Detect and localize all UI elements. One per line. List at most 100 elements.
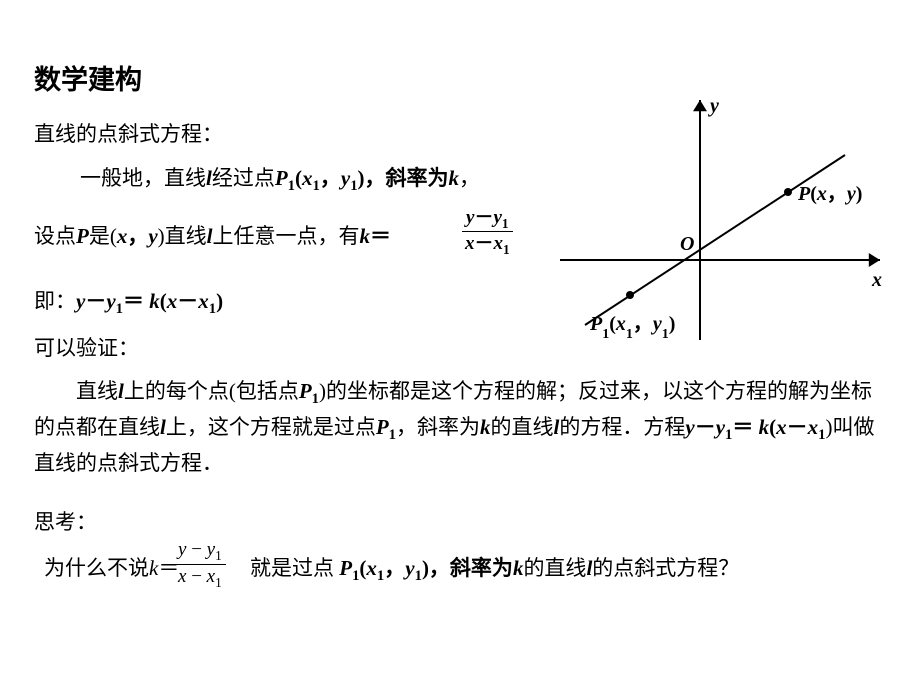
v: y bbox=[76, 289, 85, 313]
sub: 1 bbox=[415, 568, 422, 584]
v: y bbox=[405, 556, 414, 580]
sub: 1 bbox=[288, 178, 295, 194]
v: x bbox=[366, 556, 377, 580]
sub: 1 bbox=[389, 427, 396, 443]
op: ＝ bbox=[732, 415, 758, 439]
sub: 1 bbox=[350, 178, 357, 194]
fraction-2: y − y1 x − x1 bbox=[174, 539, 226, 591]
op: － bbox=[474, 233, 493, 254]
v: y bbox=[685, 415, 694, 439]
svg-text:x: x bbox=[871, 269, 882, 291]
t: 的方程．方程 bbox=[559, 415, 685, 439]
sub: 1 bbox=[503, 242, 510, 257]
sub: 1 bbox=[209, 301, 216, 317]
t: 的直线 bbox=[523, 556, 586, 580]
t: 设点 bbox=[34, 224, 76, 248]
denominator: x－x1 bbox=[462, 232, 513, 257]
paragraph-1: 直线l上的每个点(包括点P1)的坐标都是这个方程的解；反过来，以这个方程的解为坐… bbox=[34, 375, 884, 479]
svg-text:y: y bbox=[708, 95, 719, 117]
t: ) bbox=[216, 289, 223, 313]
sub: 1 bbox=[502, 216, 509, 231]
line-7b: 就是过点 P1(x1，y1)，斜率为k的直线l的点斜式方程？ bbox=[250, 552, 739, 585]
var-x: x bbox=[117, 224, 128, 248]
sub: 1 bbox=[312, 391, 319, 407]
t: 直线 bbox=[76, 379, 118, 403]
t: 即： bbox=[34, 289, 76, 313]
t: 一般地，直线 bbox=[80, 166, 206, 190]
t: 的直线 bbox=[491, 415, 554, 439]
op: － bbox=[695, 415, 716, 439]
t: ＝ bbox=[370, 224, 391, 248]
line-2: 一般地，直线l经过点P1(x1，y1)，斜率为k， bbox=[80, 162, 480, 195]
v: x bbox=[776, 415, 787, 439]
t: 的点斜式方程？ bbox=[592, 556, 739, 580]
v: k bbox=[759, 415, 770, 439]
v: P bbox=[339, 556, 352, 580]
sub: 1 bbox=[313, 178, 320, 194]
numerator: y－y1 bbox=[462, 207, 513, 232]
t: )直线 bbox=[158, 224, 207, 248]
svg-text:P(x，y): P(x，y) bbox=[797, 183, 862, 205]
svg-text:O: O bbox=[680, 233, 694, 255]
fraction-1: y－y1 x－x1 bbox=[462, 207, 513, 257]
t: 为什么不说 bbox=[44, 556, 149, 580]
op: － bbox=[177, 289, 198, 313]
v: P bbox=[299, 379, 312, 403]
t: 是( bbox=[89, 224, 117, 248]
sub: 1 bbox=[116, 301, 123, 317]
var-k: k bbox=[449, 166, 460, 190]
sub: 1 bbox=[215, 548, 222, 563]
t: ， bbox=[384, 556, 405, 580]
v: y bbox=[106, 289, 115, 313]
t: ， bbox=[459, 166, 480, 190]
t: 经过点 bbox=[212, 166, 275, 190]
indent bbox=[34, 379, 76, 403]
var-P1: P bbox=[275, 166, 288, 190]
v: x bbox=[167, 289, 178, 313]
t: ，斜率为 bbox=[396, 415, 480, 439]
line-6: 思考： bbox=[34, 506, 97, 536]
var-y: y bbox=[148, 224, 157, 248]
t: 上任意一点，有 bbox=[213, 224, 360, 248]
op: − bbox=[186, 566, 206, 587]
v: k bbox=[149, 556, 158, 580]
line-3: 设点P是(x，y)直线l上任意一点，有k＝ bbox=[34, 220, 391, 250]
var-k: k bbox=[360, 224, 371, 248]
v: x bbox=[493, 233, 503, 254]
op: − bbox=[186, 539, 206, 560]
t: ， bbox=[320, 166, 341, 190]
v: y bbox=[716, 415, 725, 439]
var-x1: x bbox=[302, 166, 313, 190]
t: 上，这个方程就是过点 bbox=[166, 415, 376, 439]
line-4: 即：y－y1＝ k(x－x1) bbox=[34, 285, 223, 318]
v: x bbox=[207, 566, 215, 587]
t: ( bbox=[295, 166, 302, 190]
line-5: 可以验证： bbox=[34, 332, 139, 362]
denominator: x − x1 bbox=[174, 565, 226, 591]
sub: 1 bbox=[215, 575, 222, 590]
v: y bbox=[493, 207, 501, 228]
t: ( bbox=[160, 289, 167, 313]
var-y1: y bbox=[341, 166, 350, 190]
t: ， bbox=[127, 224, 148, 248]
v: y bbox=[207, 539, 215, 560]
line-7a: 为什么不说k＝ bbox=[44, 552, 179, 582]
var-P: P bbox=[76, 224, 89, 248]
v: P bbox=[376, 415, 389, 439]
v: x bbox=[808, 415, 819, 439]
numerator: y − y1 bbox=[174, 539, 226, 565]
v: x bbox=[465, 233, 475, 254]
t: )，斜率为 bbox=[358, 166, 449, 190]
op: － bbox=[787, 415, 808, 439]
coordinate-graph: y x O P(x，y) P1(x1，y1) bbox=[550, 90, 890, 350]
op: － bbox=[85, 289, 106, 313]
section-title: 数学建构 bbox=[34, 58, 142, 97]
v: k bbox=[480, 415, 491, 439]
line-1: 直线的点斜式方程： bbox=[34, 118, 223, 148]
v: x bbox=[198, 289, 209, 313]
t: 就是过点 bbox=[250, 556, 339, 580]
t: )，斜率为 bbox=[422, 556, 513, 580]
op: － bbox=[474, 207, 493, 228]
svg-text:P1(x1，y1): P1(x1，y1) bbox=[589, 313, 675, 342]
t: 上的每个点(包括点 bbox=[124, 379, 299, 403]
